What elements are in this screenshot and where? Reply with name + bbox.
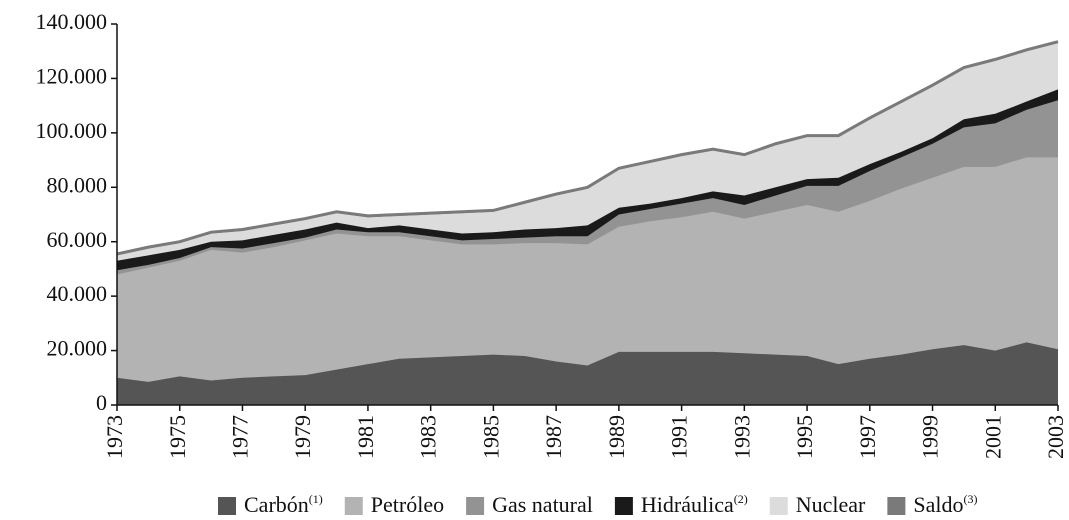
- x-tick-label: 1999: [918, 415, 943, 459]
- area-fill: [117, 89, 1058, 271]
- legend-sup: (3): [964, 492, 978, 506]
- legend-swatch: [614, 497, 633, 515]
- legend-label: Carbón(1): [244, 492, 323, 517]
- legend-sup: (1): [309, 492, 323, 506]
- x-tick-label: 1987: [541, 415, 566, 459]
- y-tick-label: 80.000: [47, 172, 108, 197]
- legend-label: Saldo(3): [913, 492, 977, 517]
- legend-name: Gas natural: [492, 492, 593, 517]
- legend-swatch: [466, 497, 485, 515]
- legend-label: Nuclear: [796, 492, 866, 517]
- legend-name: Hidráulica: [641, 492, 734, 517]
- legend-name: Carbón: [244, 492, 309, 517]
- area-top: [116, 40, 1059, 256]
- legend-swatch: [344, 497, 363, 515]
- y-tick-label: 40.000: [47, 281, 108, 306]
- legend-swatch: [887, 497, 906, 515]
- legend-swatch: [218, 497, 236, 515]
- legend-name: Nuclear: [796, 492, 866, 517]
- y-tick-label: 140.000: [36, 9, 108, 34]
- x-tick-label: 1995: [792, 415, 817, 459]
- area-fill: [117, 157, 1058, 382]
- y-tick-label: 20.000: [47, 336, 108, 361]
- y-tick-label: 0: [96, 390, 107, 415]
- x-tick-label: 1985: [478, 415, 503, 459]
- legend-name: Petróleo: [371, 492, 444, 517]
- legend-label: Hidráulica(2): [641, 492, 748, 517]
- y-tick-label: 100.000: [36, 118, 108, 143]
- legend-label: Petróleo: [371, 492, 444, 517]
- legend-name: Saldo: [913, 492, 963, 517]
- legend-swatch: [769, 497, 788, 515]
- x-tick-label: 1973: [102, 415, 127, 459]
- x-tick-label: 2001: [980, 415, 1005, 459]
- x-tick-label: 1997: [855, 415, 880, 459]
- x-tick-label: 1991: [667, 415, 692, 459]
- x-tick-label: 1989: [604, 415, 629, 459]
- y-tick-label: 120.000: [36, 63, 108, 88]
- area-fill: [117, 43, 1058, 261]
- x-tick-label: 1983: [416, 415, 441, 459]
- legend-sup: (2): [734, 492, 748, 506]
- area-fill: [117, 342, 1058, 405]
- x-tick-label: 1977: [228, 415, 253, 459]
- x-tick-label: 1981: [353, 415, 378, 459]
- x-tick-label: 1979: [290, 415, 315, 459]
- x-tick-label: 1993: [729, 415, 754, 459]
- x-tick-label: 1975: [165, 415, 190, 459]
- x-tick-label: 2003: [1043, 415, 1068, 459]
- legend-label: Gas natural: [492, 492, 593, 517]
- y-tick-label: 60.000: [47, 227, 108, 252]
